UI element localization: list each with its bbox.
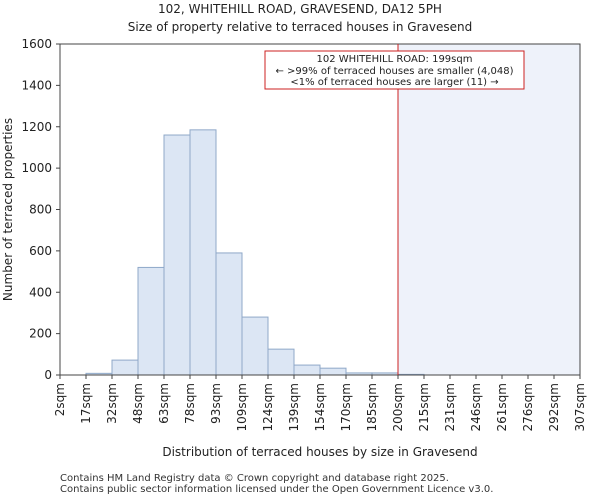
y-tick-label: 0 (44, 368, 52, 382)
x-tick-label: 307sqm (573, 383, 587, 431)
bars-group (85, 129, 425, 376)
x-tick-label: 2sqm (53, 383, 67, 416)
y-tick-label: 800 (29, 203, 52, 217)
x-axis-label: Distribution of terraced houses by size … (162, 445, 477, 459)
chart-subtitle: Size of property relative to terraced ho… (127, 20, 473, 34)
x-tick-label: 215sqm (417, 383, 431, 431)
y-tick-label: 1000 (21, 161, 52, 175)
x-tick-label: 78sqm (183, 383, 197, 424)
bar-32sqm (111, 359, 139, 376)
x-tick-label: 246sqm (469, 383, 483, 431)
footer-line-2: Contains public sector information licen… (60, 484, 494, 495)
x-tick-label: 276sqm (521, 383, 535, 431)
x-tick-label: 48sqm (131, 383, 145, 424)
y-tick-label: 1400 (21, 78, 52, 92)
annotation-box: 102 WHITEHILL ROAD: 199sqm ← >99% of ter… (264, 50, 525, 90)
annotation-line-3: <1% of terraced houses are larger (11) → (290, 77, 498, 88)
y-tick-label: 1600 (21, 37, 52, 51)
bar-124sqm (267, 348, 295, 376)
bar-109sqm (241, 316, 269, 376)
y-tick-label: 600 (29, 244, 52, 258)
x-tick-label: 63sqm (157, 383, 171, 424)
x-tick-label: 185sqm (365, 383, 379, 431)
bar-78sqm (189, 129, 217, 376)
x-tick-label: 292sqm (547, 383, 561, 431)
y-axis-label: Number of terraced properties (1, 118, 15, 301)
x-tick-label: 17sqm (79, 383, 93, 424)
bar-48sqm (137, 266, 165, 376)
x-tick-label: 170sqm (339, 383, 353, 431)
bar-154sqm (319, 367, 347, 376)
chart-title: 102, WHITEHILL ROAD, GRAVESEND, DA12 5PH (158, 2, 442, 16)
x-tick-label: 93sqm (209, 383, 223, 424)
annotation-line-1: 102 WHITEHILL ROAD: 199sqm (317, 54, 473, 65)
larger-region-shading (398, 44, 580, 375)
y-tick-label: 200 (29, 327, 52, 341)
x-tick-label: 231sqm (443, 383, 457, 431)
x-tick-label: 261sqm (495, 383, 509, 431)
y-tick-label: 400 (29, 285, 52, 299)
x-tick-label: 139sqm (287, 383, 301, 431)
x-tick-label: 200sqm (391, 383, 405, 431)
x-tick-label: 124sqm (261, 383, 275, 431)
annotation-border (264, 50, 525, 90)
x-tick-label: 109sqm (235, 383, 249, 431)
bar-93sqm (215, 252, 243, 376)
annotation-line-2: ← >99% of terraced houses are smaller (4… (276, 66, 514, 77)
x-tick-label: 32sqm (105, 383, 119, 424)
x-tick-label: 154sqm (313, 383, 327, 431)
bar-63sqm (163, 134, 191, 376)
y-axis-ticks: 0 200 400 600 800 1000 1200 1400 1600 (21, 37, 60, 382)
bar-139sqm (293, 364, 321, 376)
footer-line-1: Contains HM Land Registry data © Crown c… (60, 473, 449, 484)
x-axis-ticks: 2sqm 17sqm 32sqm 48sqm 63sqm 78sqm 93sqm 109sqm… (53, 375, 587, 431)
y-tick-label: 1200 (21, 120, 52, 134)
